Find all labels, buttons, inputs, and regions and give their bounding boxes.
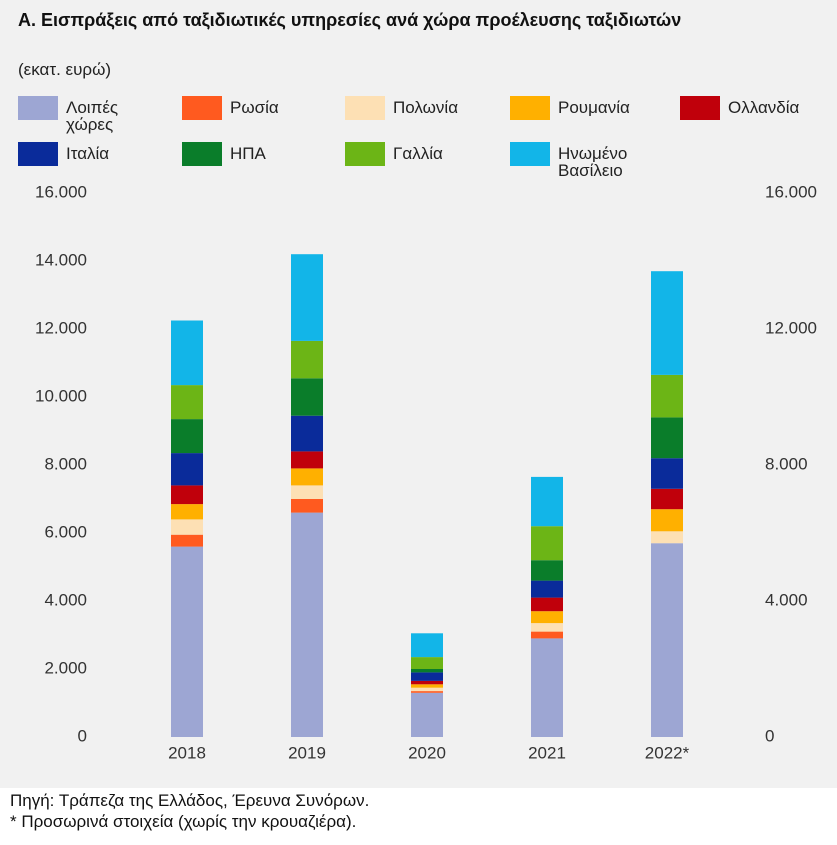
y-tick-label: 2.000: [44, 658, 87, 677]
bar-segment: [411, 657, 443, 669]
bar-segment: [291, 415, 323, 452]
bar-segment: [171, 453, 203, 486]
y2-tick-label: 12.000: [765, 318, 817, 337]
bar-segment: [291, 468, 323, 486]
y2-tick-label: 8.000: [765, 454, 808, 473]
legend-item: Ιταλία: [18, 142, 109, 166]
note: * Προσωρινά στοιχεία (χωρίς την κρουαζιέ…: [10, 812, 357, 831]
y2-tick-label: 4.000: [765, 590, 808, 609]
x-tick-label: 2022*: [645, 743, 690, 762]
bar-segment: [171, 385, 203, 420]
bar-segment: [411, 687, 443, 692]
bar-segment: [651, 458, 683, 489]
bar-segment: [531, 638, 563, 737]
bar-segment: [651, 509, 683, 532]
source: Πηγή: Τράπεζα της Ελλάδος, Έρευνα Συνόρω…: [10, 791, 370, 810]
chart: 0 2.000 4.000 6.000 8.000 10.000 12.000 14.000 1…: [35, 182, 817, 762]
legend-swatch: [182, 142, 222, 166]
y2-tick-label: 0: [765, 726, 774, 745]
legend-item: Λοιπές χώρες: [18, 96, 160, 133]
bar-segment: [531, 560, 563, 581]
legend-label: Ηνωμένο Βασίλειο: [558, 144, 628, 180]
bar-segment: [651, 488, 683, 510]
bar-segment: [291, 254, 323, 341]
legend-item: Ρουμανία: [510, 96, 630, 120]
legend-label: Ολλανδία: [728, 98, 800, 117]
bar-segment: [651, 374, 683, 418]
bar-segment: [651, 531, 683, 544]
y-tick-label: 16.000: [35, 182, 87, 201]
bar-segment: [171, 419, 203, 454]
bar-segment: [411, 680, 443, 685]
y2-tick-label: 16.000: [765, 182, 817, 201]
bar-segment: [531, 597, 563, 612]
bar-segment: [651, 543, 683, 737]
bar-segment: [171, 320, 203, 386]
bar-segment: [411, 672, 443, 681]
chart-subtitle: (εκατ. ευρώ): [18, 60, 112, 79]
y-tick-label: 14.000: [35, 250, 87, 269]
x-tick-label: 2019: [288, 743, 326, 762]
legend-label: Ρουμανία: [558, 98, 630, 117]
bar-segment: [171, 504, 203, 520]
bar-segment: [291, 378, 323, 416]
bar-segment: [651, 417, 683, 459]
legend-label: ΗΠΑ: [230, 144, 266, 163]
bar-segment: [291, 485, 323, 499]
legend-label: Λοιπές χώρες: [66, 98, 119, 134]
bar-segment: [411, 669, 443, 673]
x-tick-label: 2021: [528, 743, 566, 762]
legend-swatch: [680, 96, 720, 120]
legend-item: Ηνωμένο Βασίλειο: [510, 142, 652, 179]
x-tick-label: 2020: [408, 743, 446, 762]
x-tick-label: 2018: [168, 743, 206, 762]
bar-segment: [411, 691, 443, 693]
y-tick-label: 6.000: [44, 522, 87, 541]
legend-label: Πολωνία: [393, 98, 459, 117]
bar-segment: [531, 476, 563, 527]
legend-item: Ρωσία: [182, 96, 279, 120]
legend-label: Ρωσία: [230, 98, 279, 117]
legend-item: Γαλλία: [345, 142, 443, 166]
bar-segment: [171, 534, 203, 547]
bar-segment: [411, 692, 443, 737]
chart-title: Α. Εισπράξεις από ταξιδιωτικές υπηρεσίες…: [18, 10, 682, 30]
legend-swatch: [510, 142, 550, 166]
y-tick-label: 12.000: [35, 318, 87, 337]
bar-segment: [531, 631, 563, 639]
bar-segment: [171, 546, 203, 737]
legend-swatch: [510, 96, 550, 120]
bar-segment: [411, 633, 443, 658]
y-tick-label: 0: [78, 726, 87, 745]
legend-swatch: [18, 142, 58, 166]
bar-segment: [531, 526, 563, 561]
legend-label: Γαλλία: [393, 144, 443, 163]
legend-swatch: [345, 96, 385, 120]
legend-swatch: [345, 142, 385, 166]
bar-segment: [291, 499, 323, 513]
y-tick-label: 4.000: [44, 590, 87, 609]
legend-item: Ολλανδία: [680, 96, 799, 120]
bar-segment: [651, 271, 683, 375]
legend-swatch: [182, 96, 222, 120]
y-tick-label: 10.000: [35, 386, 87, 405]
footer: Πηγή: Τράπεζα της Ελλάδος, Έρευνα Συνόρω…: [10, 790, 369, 832]
legend-swatch: [18, 96, 58, 120]
legend-label: Ιταλία: [66, 144, 110, 163]
bar-segment: [291, 451, 323, 469]
y-tick-label: 8.000: [44, 454, 87, 473]
bar-segment: [531, 623, 563, 632]
bar-segment: [531, 580, 563, 598]
legend-item: ΗΠΑ: [182, 142, 266, 166]
bar-segment: [291, 512, 323, 737]
bar-segment: [171, 519, 203, 535]
bar-segment: [171, 485, 203, 505]
bar-segment: [291, 340, 323, 379]
bar-segment: [411, 684, 443, 688]
legend-item: Πολωνία: [345, 96, 458, 120]
bar-segment: [531, 611, 563, 624]
